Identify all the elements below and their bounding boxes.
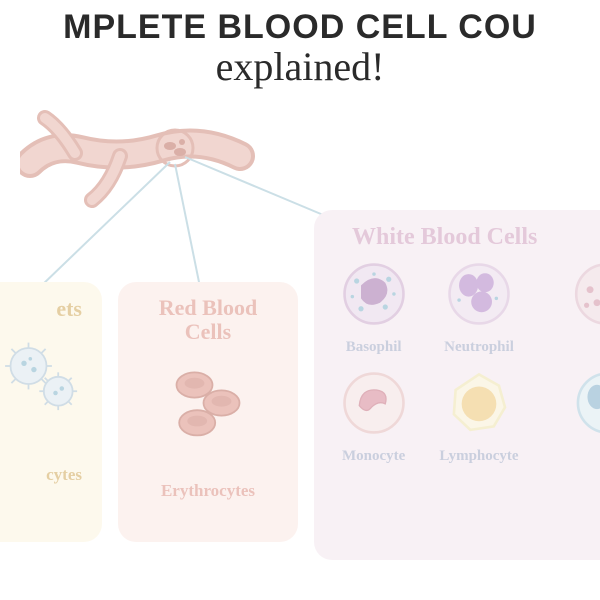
partial-cell-icon [544,255,600,333]
diagram-area: ets [0,102,600,572]
eosinophil-icon [544,364,600,442]
basophil-item: Basophil [330,255,417,356]
lymphocyte-label: Lymphocyte [439,448,518,465]
monocyte-label: Monocyte [342,448,405,465]
rbc-cell-icon [163,358,253,448]
page-subtitle: explained! [0,43,600,90]
rbc-title: Red Blood Cells [128,296,288,344]
rbc-label: Erythrocytes [128,481,288,501]
neutrophil-label: Neutrophil [444,339,514,356]
page-title: MPLETE BLOOD CELL COU [0,8,600,47]
blood-vessel-icon [20,108,260,218]
monocyte-icon [334,364,414,442]
lymphocyte-item: Lymphocyte [435,364,522,465]
platelet-cell-icon [0,330,87,420]
wbc-title: White Blood Cells [324,224,600,251]
neutrophil-item: Neutrophil [435,255,522,356]
basophil-label: Basophil [346,339,402,356]
monocyte-item: Monocyte [330,364,417,465]
platelets-label: cytes [0,465,92,485]
neutrophil-icon [439,255,519,333]
wbc-panel: White Blood Cells Basophil [314,210,600,560]
platelets-title: ets [0,296,92,322]
basophil-icon [334,255,414,333]
header: MPLETE BLOOD CELL COU explained! [0,0,600,102]
rbc-panel: Red Blood Cells Erythrocytes [118,282,298,542]
wbc-partial-bottom [541,364,600,465]
platelets-panel: ets [0,282,102,542]
wbc-partial-top [541,255,600,356]
lymphocyte-icon [439,364,519,442]
